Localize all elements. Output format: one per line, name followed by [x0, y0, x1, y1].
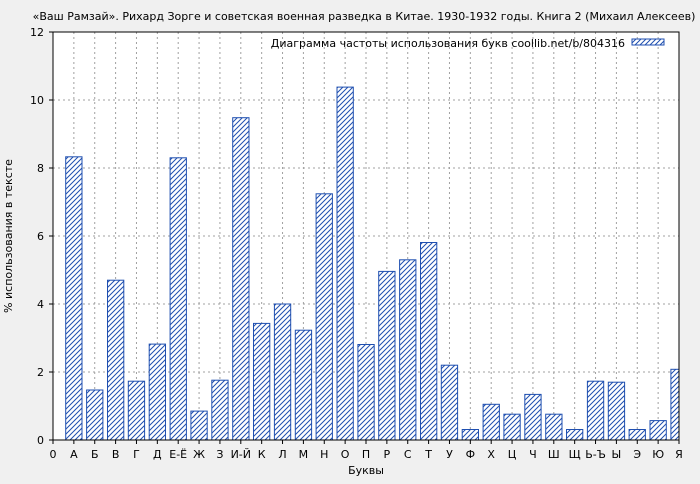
- bar-С: [399, 259, 417, 441]
- bar-Л: [273, 303, 292, 441]
- x-tick-label: Х: [487, 448, 495, 461]
- x-tick-label: Ь-Ъ: [585, 448, 606, 461]
- y-tick-label: 6: [37, 230, 44, 243]
- x-tick-label: Н: [320, 448, 328, 461]
- bar-Ф: [461, 429, 480, 441]
- x-tick-label: Ч: [529, 448, 537, 461]
- x-tick-label: А: [70, 448, 78, 461]
- bar-Ь-Ъ: [586, 380, 605, 441]
- y-axis-label: % использования в тексте: [2, 159, 15, 313]
- bar-Щ: [566, 429, 584, 441]
- y-axis: 0 2 4 6 8 10 12: [30, 26, 53, 447]
- bar-Ы: [607, 381, 626, 441]
- bar-Ю: [649, 420, 667, 441]
- x-tick-label: М: [299, 448, 309, 461]
- x-tick-label: Ы: [612, 448, 622, 461]
- legend-swatch: [631, 38, 665, 46]
- x-tick-label: Ц: [508, 448, 517, 461]
- bar-З: [211, 379, 229, 441]
- bar-Ш: [545, 413, 563, 441]
- x-tick-label: З: [216, 448, 223, 461]
- x-tick-label: Т: [424, 448, 432, 461]
- x-tick-label: Ж: [193, 448, 205, 461]
- bar-Я: [670, 368, 680, 441]
- x-tick-label: И-Й: [231, 448, 251, 461]
- bar-У: [440, 364, 459, 441]
- bar-Н: [315, 193, 333, 441]
- x-tick-label: Д: [153, 448, 162, 461]
- x-tick-label: Ш: [548, 448, 560, 461]
- y-tick-label: 0: [37, 434, 44, 447]
- x-tick-label: О: [341, 448, 350, 461]
- bar-Ж: [190, 410, 208, 441]
- x-tick-label: Ю: [652, 448, 664, 461]
- bar-Е-Ё: [169, 157, 187, 441]
- legend: Диаграмма частоты использования букв coo…: [271, 37, 665, 50]
- x-tick-label: Б: [91, 448, 99, 461]
- y-tick-label: 10: [30, 94, 44, 107]
- bar-А: [65, 156, 83, 441]
- bar-К: [253, 322, 271, 441]
- x-tick-label: Е-Ё: [169, 448, 187, 461]
- x-tick-label: С: [404, 448, 412, 461]
- y-tick-label: 4: [37, 298, 44, 311]
- bar-О: [336, 86, 354, 441]
- x-tick-label: Щ: [569, 448, 581, 461]
- y-tick-label: 8: [37, 162, 44, 175]
- x-tick-label: У: [446, 448, 453, 461]
- bar-Ц: [503, 413, 521, 441]
- x-tick-label: Г: [133, 448, 140, 461]
- bar-Д: [148, 343, 166, 441]
- x-tick-label: Л: [278, 448, 286, 461]
- chart-title: «Ваш Рамзай». Рихард Зорге и советская в…: [33, 10, 696, 23]
- y-tick-label: 2: [37, 366, 44, 379]
- bar-Т: [420, 242, 438, 441]
- bar-Х: [482, 403, 500, 441]
- x-tick-label: Э: [633, 448, 641, 461]
- x-tick-label: Я: [675, 448, 683, 461]
- bars: [65, 86, 680, 441]
- y-tick-label: 12: [30, 26, 44, 39]
- x-tick-label: Р: [384, 448, 391, 461]
- x-tick-label: Ф: [466, 448, 475, 461]
- x-axis: 0 А Б В Г Д Е-Ё Ж З И-Й К Л М Н О П Р С Т У Ф Х Ц Ч Ш Щ Ь-Ъ Ы Э Ю Я: [50, 440, 683, 461]
- x-tick-label: П: [362, 448, 370, 461]
- bar-П: [357, 344, 375, 441]
- bar-Г: [127, 380, 146, 441]
- bar-Э: [628, 429, 646, 441]
- x-axis-label: Буквы: [348, 464, 384, 477]
- x-tick-label: К: [258, 448, 266, 461]
- bar-М: [294, 329, 313, 441]
- x-tick-label: 0: [50, 448, 57, 461]
- bar-Ч: [524, 393, 542, 441]
- bar-В: [107, 279, 125, 441]
- x-tick-label: В: [112, 448, 120, 461]
- bar-И-Й: [232, 117, 250, 441]
- bar-Б: [86, 389, 104, 441]
- bar-Р: [378, 270, 396, 441]
- legend-label: Диаграмма частоты использования букв coo…: [271, 37, 625, 50]
